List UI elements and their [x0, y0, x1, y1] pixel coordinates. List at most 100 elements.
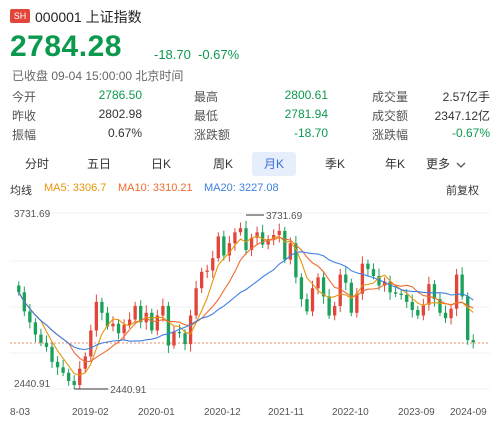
candle-body [44, 342, 49, 347]
ma5-line [18, 235, 474, 376]
candle-body [266, 239, 270, 245]
stats-row: 振幅 0.67% 涨跌额 -18.70 涨跌幅 -0.67% [12, 126, 490, 146]
candle-body [283, 230, 287, 260]
legend-ma20: MA20: 3227.08 [204, 182, 279, 194]
candle-body [205, 270, 209, 272]
candle-body [39, 334, 43, 343]
x-tick: 2019-02 [72, 407, 109, 418]
candle-body [177, 331, 182, 334]
y-tick-low: 2440.91 [14, 379, 51, 390]
high-marker-label: 3731.69 [266, 211, 303, 222]
candle-body [94, 301, 99, 331]
stock-title: 000001 上证指数 [35, 9, 142, 25]
candle-body [72, 380, 76, 386]
candle-body [360, 263, 365, 294]
candle-body [466, 296, 470, 341]
candle-body [316, 277, 320, 289]
adjust-toggle[interactable]: 前复权 [446, 185, 479, 197]
candle-body [116, 323, 121, 334]
stat-label-prev-close: 昨收 [12, 109, 37, 123]
stat-label-low: 最低 [194, 109, 219, 123]
candle-body [249, 237, 254, 251]
candle-body [233, 232, 237, 244]
candle-body [299, 277, 304, 300]
kline-chart[interactable]: 3731.69 2440.91 3731.69 2440.91 8-03 2019-02… [10, 203, 490, 419]
tab-quarterly-k[interactable]: 季K [324, 157, 345, 171]
legend-title: 均线 [10, 185, 32, 197]
candle-body [405, 295, 409, 302]
tab-yearly-k[interactable]: 年K [384, 157, 405, 171]
candle-body [388, 281, 392, 293]
candle-body [83, 356, 87, 369]
x-tick: 2020-12 [204, 407, 241, 418]
candle-body [61, 367, 65, 373]
candle-body [427, 284, 431, 305]
price-change-percent: -0.67% [198, 47, 240, 62]
ma10-line [18, 236, 474, 363]
legend-ma10: MA10: 3310.21 [118, 182, 193, 194]
x-tick: 2020-01 [138, 407, 175, 418]
candle-body [327, 296, 331, 316]
candle-body [33, 322, 38, 335]
stat-label-amplitude: 振幅 [12, 128, 37, 142]
candle-body [438, 299, 442, 313]
price-change: -18.70 [154, 47, 191, 62]
candle-body [321, 277, 326, 297]
candle-body [449, 308, 453, 319]
market-status: 已收盘 09-04 15:00:00 北京时间 [12, 69, 184, 83]
period-tabs: 分时 五日 日K 周K 月K 季K 年K 更多 [12, 152, 488, 176]
stat-value-turnover: 2347.12亿 [434, 109, 490, 123]
candle-body [355, 293, 359, 313]
tab-intraday[interactable]: 分时 [24, 157, 49, 171]
candle-body [460, 274, 464, 297]
tab-daily-k[interactable]: 日K [150, 157, 171, 171]
candle-body [310, 288, 315, 312]
candle-body [216, 236, 220, 259]
candle-body [111, 323, 115, 327]
candle-body [294, 243, 298, 278]
candle-body [122, 325, 126, 334]
candle-body [333, 305, 337, 316]
candle-body [183, 333, 187, 345]
x-tick: 2022-10 [332, 407, 369, 418]
x-tick: 2024-09 [450, 407, 487, 418]
candle-body [393, 292, 398, 294]
candle-body [200, 271, 204, 289]
stat-value-open: 2786.50 [98, 88, 142, 102]
exchange-badge: SH [10, 9, 30, 23]
stat-value-change: -18.70 [293, 126, 328, 140]
candle-body [194, 288, 198, 316]
stat-label-open: 今开 [12, 90, 37, 104]
stat-label-high: 最高 [194, 90, 219, 104]
candle-body [432, 284, 437, 300]
candle-body [272, 235, 276, 240]
tab-more-label: 更多 [426, 157, 451, 171]
tab-five-day[interactable]: 五日 [86, 157, 111, 171]
candle-body [227, 243, 232, 256]
chevron-down-icon [456, 162, 466, 168]
candle-body [50, 346, 54, 362]
x-tick: 2023-09 [398, 407, 435, 418]
candle-body [454, 274, 459, 309]
candle-body [305, 299, 309, 312]
tab-weekly-k[interactable]: 周K [212, 157, 233, 171]
candle-body [155, 315, 159, 331]
stats-row: 昨收 2802.98 最低 2781.94 成交额 2347.12亿 [12, 107, 490, 127]
tab-monthly-k[interactable]: 月K [252, 152, 296, 176]
stat-label-volume: 成交量 [372, 90, 409, 104]
candle-body [382, 281, 387, 286]
candle-body [55, 361, 60, 368]
stat-value-high: 2800.61 [284, 88, 328, 102]
tab-more[interactable]: 更多 [426, 152, 484, 176]
candle-body [344, 274, 348, 283]
candle-body [410, 301, 414, 311]
candle-body [416, 310, 420, 316]
candle-body [100, 301, 104, 313]
stat-label-change: 涨跌额 [194, 128, 231, 142]
stat-label-change-pct: 涨跌幅 [372, 128, 409, 142]
candle-body [66, 372, 71, 381]
stat-value-volume: 2.57亿手 [442, 90, 490, 104]
candle-body [133, 305, 137, 320]
candle-body [443, 312, 448, 319]
candle-body [238, 228, 243, 233]
